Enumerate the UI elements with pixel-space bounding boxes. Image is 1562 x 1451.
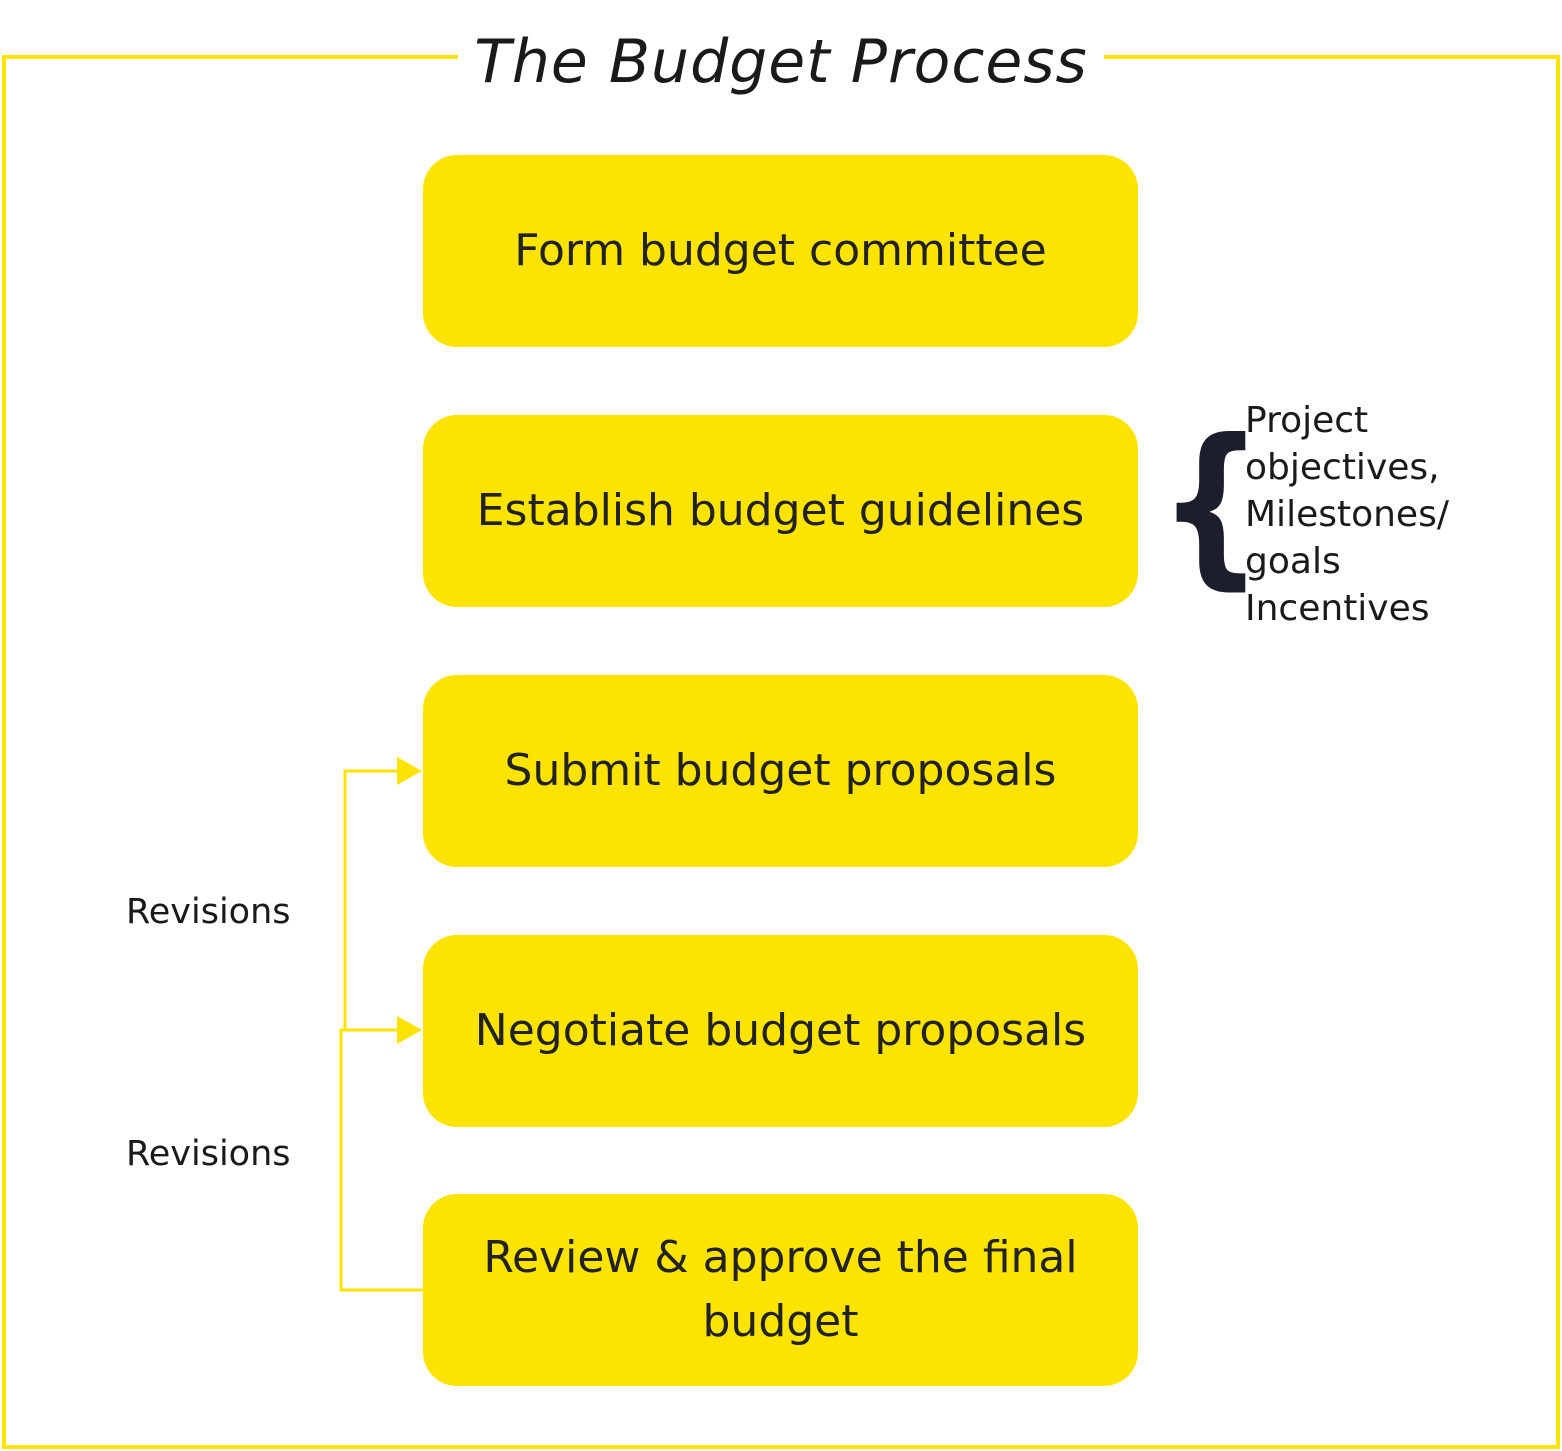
step-submit-budget-proposals: Submit budget proposals: [423, 675, 1138, 867]
revisions-label-2: Revisions: [126, 1134, 291, 1174]
curly-brace: {: [1158, 403, 1264, 606]
note-line: goals: [1245, 541, 1341, 582]
step-form-budget-committee: Form budget committee: [423, 155, 1138, 347]
note-line: Incentives: [1245, 588, 1430, 629]
guidelines-notes: Project objectives, Milestones/ goals In…: [1245, 397, 1449, 632]
note-line: Milestones/: [1245, 494, 1449, 535]
step-label: Establish budget guidelines: [476, 485, 1085, 536]
step-label: Form budget committee: [514, 225, 1047, 276]
diagram-title: The Budget Process: [460, 22, 1102, 102]
step-establish-budget-guidelines: Establish budget guidelines: [423, 415, 1138, 607]
arrowhead-to-negotiate: [397, 1016, 422, 1044]
arrowhead-to-submit: [397, 757, 422, 785]
step-review-approve-final-budget: Review & approve the final budget: [423, 1194, 1138, 1386]
step-label: Submit budget proposals: [504, 745, 1057, 796]
revisions-connector-2: [339, 1028, 423, 1292]
frame-border: [2, 55, 1560, 1449]
note-line: objectives,: [1245, 447, 1440, 488]
revisions-label-1: Revisions: [126, 892, 291, 932]
step-label: Review & approve the final budget: [483, 1232, 1078, 1347]
step-label: Negotiate budget proposals: [474, 1005, 1087, 1056]
revisions-connector-1: [343, 769, 400, 1030]
step-negotiate-budget-proposals: Negotiate budget proposals: [423, 935, 1138, 1127]
note-line: Project: [1245, 400, 1369, 441]
